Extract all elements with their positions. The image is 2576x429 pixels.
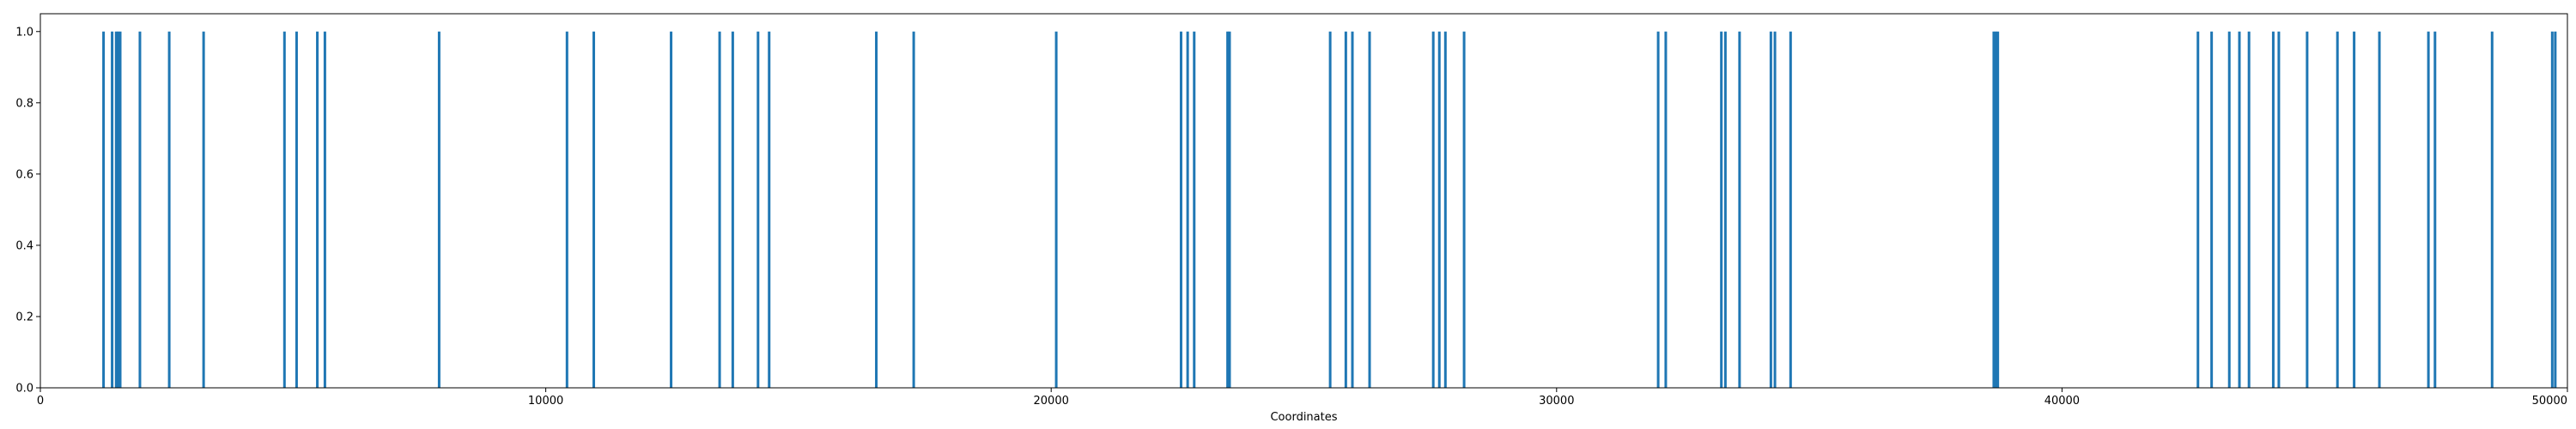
bar <box>1193 31 1196 388</box>
bar <box>1368 31 1371 388</box>
bar <box>1431 31 1435 388</box>
bar <box>1226 31 1230 388</box>
bar <box>1789 31 1792 388</box>
y-axis: 0.0 0.2 0.4 0.6 0.8 1.0 <box>15 26 40 396</box>
bar <box>731 31 734 388</box>
bar <box>437 31 440 388</box>
bar <box>2247 31 2251 388</box>
bar <box>718 31 721 388</box>
bar <box>2238 31 2241 388</box>
plot-frame <box>39 13 2568 389</box>
bar <box>2227 31 2231 388</box>
bars <box>102 31 2557 388</box>
y-tick-label: 0.6 <box>15 168 33 181</box>
bar <box>1179 31 1182 388</box>
bar <box>1723 31 1727 388</box>
bar <box>2277 31 2281 388</box>
bar <box>1769 31 1772 388</box>
bar <box>2210 31 2214 388</box>
bar <box>2196 31 2200 388</box>
x-tick-label: 50000 <box>2532 395 2567 408</box>
bar <box>756 31 760 388</box>
y-tick-label: 0.4 <box>15 239 33 252</box>
bar <box>102 31 106 388</box>
bar <box>2378 31 2381 388</box>
x-tick-label: 30000 <box>1539 395 1574 408</box>
bar <box>167 31 171 388</box>
bar <box>1443 31 1447 388</box>
x-tick-label: 0 <box>37 395 44 408</box>
bar <box>2490 31 2494 388</box>
bar <box>316 31 319 388</box>
bar <box>1994 31 1997 388</box>
bar <box>912 31 915 388</box>
bar <box>1656 31 1660 388</box>
bar <box>1992 31 1996 388</box>
bar <box>1228 31 1231 388</box>
bar <box>1351 31 1354 388</box>
bar <box>1664 31 1668 388</box>
bar <box>117 31 120 388</box>
bar <box>875 31 878 388</box>
bar <box>670 31 673 388</box>
bar <box>1996 31 2000 388</box>
y-tick-label: 0.2 <box>15 311 33 323</box>
bar <box>1437 31 1441 388</box>
bar <box>768 31 771 388</box>
bar <box>2271 31 2275 388</box>
bar <box>1186 31 1189 388</box>
bar <box>1328 31 1332 388</box>
x-tick-label: 40000 <box>2044 395 2080 408</box>
bar <box>118 31 122 388</box>
x-axis: 0 10000 20000 30000 40000 50000 <box>37 388 2568 408</box>
bar <box>592 31 596 388</box>
bar <box>1738 31 1741 388</box>
bar <box>2336 31 2339 388</box>
bar <box>2550 31 2554 388</box>
bar <box>295 31 298 388</box>
bar <box>202 31 205 388</box>
bar <box>1773 31 1777 388</box>
bar <box>2433 31 2437 388</box>
y-tick-label: 0.0 <box>15 383 33 396</box>
bar <box>1720 31 1723 388</box>
x-tick-label: 20000 <box>1034 395 1069 408</box>
bar <box>565 31 568 388</box>
bar <box>323 31 326 388</box>
bar <box>283 31 286 388</box>
bar <box>2427 31 2430 388</box>
x-axis-label: Coordinates <box>1270 411 1337 424</box>
y-tick-label: 1.0 <box>15 26 33 39</box>
bar <box>2353 31 2356 388</box>
bar <box>111 31 114 388</box>
bar <box>2554 31 2557 388</box>
bar <box>138 31 142 388</box>
bar <box>114 31 118 388</box>
bar <box>2306 31 2309 388</box>
y-tick-label: 0.8 <box>15 97 33 110</box>
bar <box>1344 31 1347 388</box>
bar <box>1462 31 1466 388</box>
bar <box>1054 31 1058 388</box>
x-tick-label: 10000 <box>528 395 563 408</box>
